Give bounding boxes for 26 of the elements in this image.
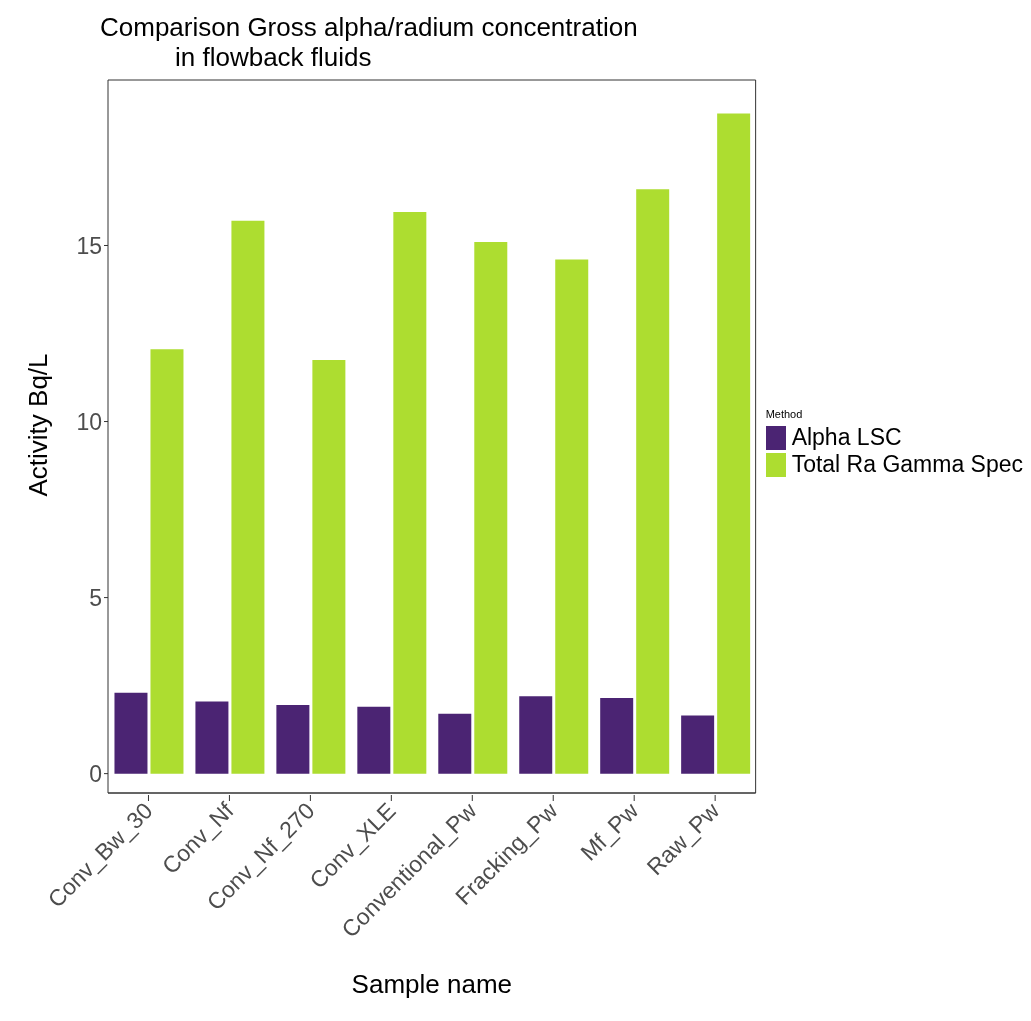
y-tick-label: 15 xyxy=(76,232,102,259)
bar xyxy=(276,704,310,774)
bar xyxy=(393,212,427,774)
y-tick-label: 0 xyxy=(89,760,102,787)
legend-title: Method xyxy=(765,408,804,420)
bar xyxy=(636,189,670,774)
bar xyxy=(438,713,472,774)
bar xyxy=(681,715,715,774)
bar xyxy=(474,241,508,774)
x-axis-title: Sample name xyxy=(351,969,513,999)
bar xyxy=(231,220,265,774)
bar xyxy=(555,259,589,774)
bar xyxy=(600,697,634,774)
bar xyxy=(312,359,346,774)
y-tick-label: 10 xyxy=(76,408,102,435)
bar xyxy=(519,696,553,774)
legend-label: Alpha LSC xyxy=(791,424,902,451)
y-tick-label: 5 xyxy=(89,584,102,611)
bar xyxy=(357,706,391,774)
legend-label: Total Ra Gamma Spec xyxy=(791,451,1023,478)
y-axis-title: Activity Bq/L xyxy=(23,353,54,497)
bar xyxy=(195,701,229,774)
bar xyxy=(150,349,184,774)
chart-title: Comparison Gross alpha/radium concentration in flowback fluids xyxy=(100,12,638,72)
bar xyxy=(114,692,148,774)
bar xyxy=(717,113,751,774)
